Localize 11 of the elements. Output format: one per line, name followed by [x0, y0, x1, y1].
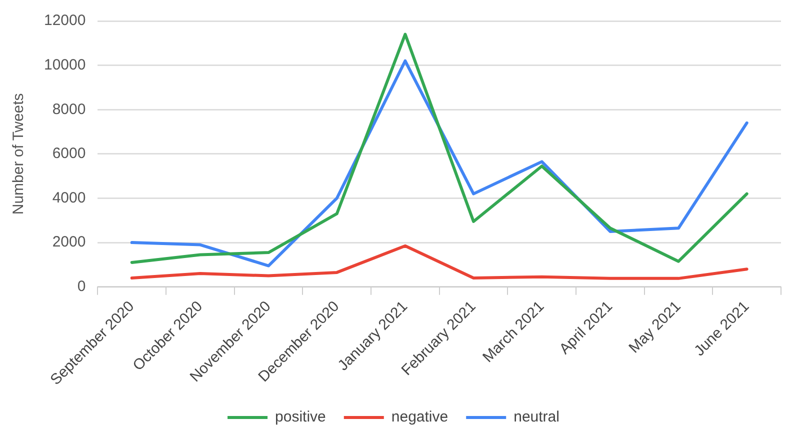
y-tick-label: 10000	[44, 56, 86, 74]
legend-label: positive	[275, 408, 326, 426]
y-tick-label: 2000	[52, 234, 86, 251]
y-axis-title: Number of Tweets	[10, 93, 28, 215]
legend-label: neutral	[514, 408, 560, 426]
y-tick-label: 12000	[44, 12, 86, 30]
y-tick-label: 0	[77, 278, 86, 295]
legend-label: negative	[391, 408, 448, 426]
y-tick-label: 8000	[52, 100, 86, 118]
y-tick-label: 4000	[52, 189, 86, 206]
y-tick-label: 6000	[52, 145, 86, 162]
